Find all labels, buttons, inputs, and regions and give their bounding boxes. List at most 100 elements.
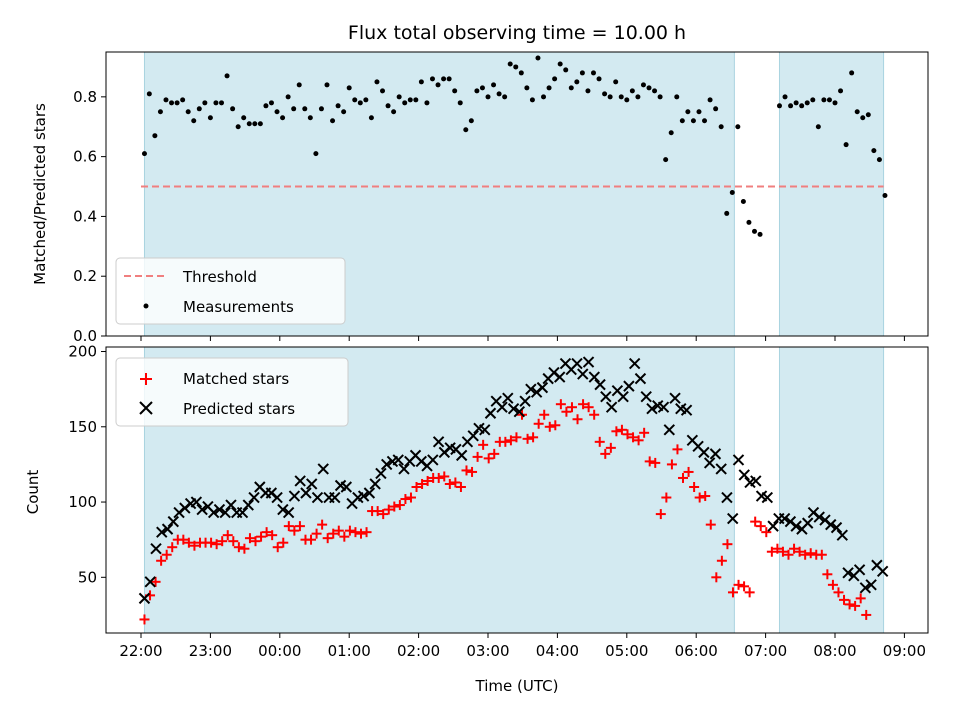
measurement-point xyxy=(224,73,230,79)
measurement-point xyxy=(882,192,888,198)
bottom-axes-frame xyxy=(105,346,929,634)
measurement-point xyxy=(196,106,202,112)
predicted-star-marker xyxy=(248,491,260,504)
matched-star-marker xyxy=(805,548,816,559)
measurement-point xyxy=(668,130,674,136)
measurement-point xyxy=(352,97,358,103)
x-tick-label: 00:00 xyxy=(258,642,301,660)
measurement-point xyxy=(246,121,252,127)
legend-predicted-label: Predicted stars xyxy=(183,400,295,418)
predicted-star-marker xyxy=(628,357,641,370)
top-y-axis-label: Matched/Predicted stars xyxy=(31,103,49,285)
measurement-point xyxy=(557,61,563,67)
predicted-star-marker xyxy=(167,515,180,528)
top-x-ticks xyxy=(140,336,905,341)
top-y-tick-label: 0.2 xyxy=(73,267,97,285)
measurement-point xyxy=(832,100,838,106)
measurement-point xyxy=(219,100,225,106)
x-tick-label: 04:00 xyxy=(536,642,579,660)
measurement-point xyxy=(590,70,596,76)
top-y-tick-label: 0.4 xyxy=(73,207,97,225)
bottom-y-tick-label: 100 xyxy=(68,493,97,511)
measurement-point xyxy=(568,85,574,91)
predicted-star-marker xyxy=(698,446,710,459)
matched-star-marker xyxy=(389,501,400,512)
measurement-point xyxy=(707,97,713,103)
measurement-point xyxy=(146,91,152,97)
measurement-point xyxy=(191,118,197,124)
bottom-legend-box xyxy=(115,357,349,427)
measurement-point xyxy=(740,198,746,204)
predicted-star-marker xyxy=(340,481,353,493)
measurement-point xyxy=(735,124,741,130)
predicted-star-marker xyxy=(761,491,774,504)
measurement-point xyxy=(446,76,452,82)
measurement-point xyxy=(169,100,175,106)
matched-star-marker xyxy=(417,478,428,489)
predicted-stars-series xyxy=(138,356,889,605)
matched-star-marker xyxy=(550,420,561,431)
matched-star-marker xyxy=(783,549,794,560)
predicted-star-marker xyxy=(363,487,376,499)
matched-star-marker xyxy=(583,402,594,413)
predicted-star-marker xyxy=(680,404,693,416)
legend-matched-swatch xyxy=(140,373,152,385)
predicted-star-marker xyxy=(507,403,520,415)
measurement-point xyxy=(843,142,849,148)
matched-star-marker xyxy=(705,519,716,530)
measurement-point xyxy=(585,88,591,94)
x-tick-label: 01:00 xyxy=(328,642,371,660)
predicted-star-marker xyxy=(196,503,208,516)
measurement-point xyxy=(341,109,347,115)
matched-star-marker xyxy=(167,542,178,553)
predicted-star-marker xyxy=(427,454,439,466)
measurement-point xyxy=(496,91,502,97)
predicted-star-marker xyxy=(375,467,387,480)
measurement-point xyxy=(524,85,530,91)
matched-star-marker xyxy=(206,537,217,548)
matched-star-marker xyxy=(622,429,633,440)
measurement-point xyxy=(718,124,724,130)
predicted-star-marker xyxy=(663,424,675,436)
measurement-point xyxy=(285,94,291,100)
measurement-point xyxy=(252,121,258,127)
measurement-point xyxy=(782,94,788,100)
measurement-point xyxy=(826,97,832,103)
matched-star-marker xyxy=(605,442,616,453)
bottom-x-ticks: 22:00 23:00 00:00 01:00 02:00 03:00 04:00 05:00… xyxy=(119,633,926,660)
measurement-point xyxy=(241,115,247,121)
matched-star-marker xyxy=(350,527,361,538)
x-axis-label: Time (UTC) xyxy=(475,677,559,695)
measurement-point xyxy=(724,210,730,216)
matched-star-marker xyxy=(439,471,450,482)
x-tick-label: 02:00 xyxy=(397,642,440,660)
matched-star-marker xyxy=(322,533,333,544)
matched-star-marker xyxy=(294,521,305,532)
predicted-star-marker xyxy=(801,517,814,529)
measurement-point xyxy=(635,94,641,100)
measurement-point xyxy=(429,76,435,82)
measurement-point xyxy=(185,109,191,115)
predicted-star-marker xyxy=(703,457,716,469)
x-tick-label: 08:00 xyxy=(813,642,856,660)
measurement-point xyxy=(757,231,763,237)
bottom-y-tick-label: 150 xyxy=(68,418,97,436)
measurement-point xyxy=(457,100,463,106)
measurement-point xyxy=(357,100,363,106)
predicted-star-marker xyxy=(588,371,601,383)
matched-star-marker xyxy=(761,527,772,538)
predicted-star-marker xyxy=(300,487,312,499)
measurement-point xyxy=(602,91,608,97)
predicted-star-marker xyxy=(288,490,301,502)
matched-star-marker xyxy=(422,475,433,486)
measurement-point xyxy=(424,100,430,106)
x-tick-label: 22:00 xyxy=(119,642,162,660)
predicted-star-marker xyxy=(594,378,606,391)
predicted-star-marker xyxy=(778,512,791,525)
matched-star-marker xyxy=(650,457,661,468)
legend-measurement-swatch xyxy=(143,303,149,309)
matched-star-marker xyxy=(678,472,689,483)
matched-star-marker xyxy=(483,453,494,464)
measurement-point xyxy=(793,100,799,106)
measurement-point xyxy=(491,82,497,88)
